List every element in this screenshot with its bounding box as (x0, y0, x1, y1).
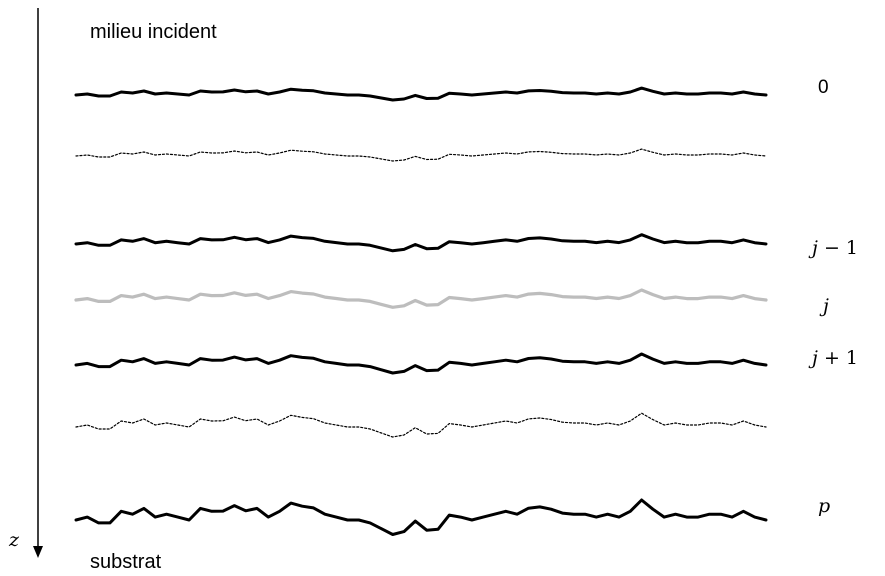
top-medium-label: milieu incident (90, 21, 217, 43)
interface-dotted-2 (75, 412, 767, 438)
interface-label: 0 (818, 77, 829, 98)
interface-label: j − 1 (808, 237, 858, 259)
interface-line (74, 288, 768, 309)
interface-line (74, 86, 768, 102)
interface-label: j (819, 295, 829, 317)
interface-j: j (74, 288, 829, 317)
interface-0: 0 (74, 77, 829, 102)
interface-j-minus-1: j − 1 (74, 233, 858, 259)
interface-dotted-1 (75, 148, 767, 162)
interface-label: j + 1 (808, 347, 858, 369)
interface-line (74, 233, 768, 253)
substrate-label: substrat (90, 551, 162, 573)
interface-line (74, 352, 768, 375)
interface-line (75, 412, 767, 438)
z-axis-arrowhead (33, 546, 43, 558)
interface-j-plus-1: j + 1 (74, 347, 858, 375)
interface-line (75, 148, 767, 162)
z-axis-label: z (8, 529, 20, 551)
interface-label: p (818, 495, 830, 517)
interface-p: p (74, 495, 830, 536)
interface-line (74, 498, 768, 536)
